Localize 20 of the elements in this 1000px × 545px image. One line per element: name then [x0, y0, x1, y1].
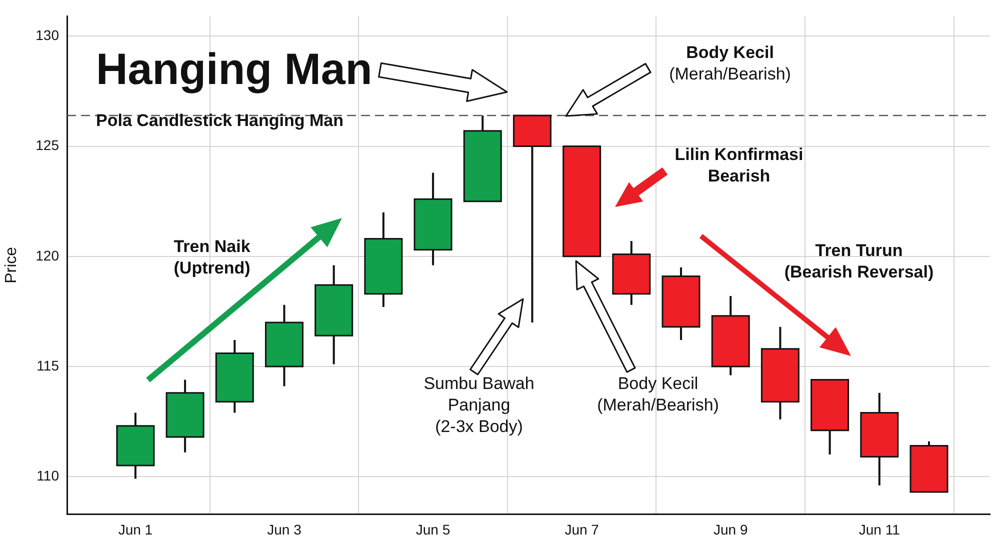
x-tick-label: Jun 5 [416, 521, 450, 538]
y-tick-label: 130 [36, 27, 60, 44]
annotation: Body Kecil (Merah/Bearish) [597, 374, 719, 414]
y-tick-label: 115 [36, 357, 60, 374]
annotation: Tren Turun (Bearish Reversal) [784, 241, 934, 282]
annotation: Lilin Konfirmasi Bearish [674, 145, 804, 186]
x-tick-label: Jun 9 [713, 521, 748, 538]
annotation: Tren Naik (Uptrend) [174, 237, 251, 278]
x-tick-label: Jun 1 [118, 521, 153, 538]
y-tick-label: 120 [36, 247, 60, 264]
x-tick-label: Jun 11 [858, 521, 900, 538]
annotation: Body Kecil (Merah/Bearish) [669, 43, 791, 84]
y-tick-label: 110 [36, 467, 60, 484]
y-tick-label: 125 [36, 137, 60, 154]
text: Pola Candlestick Hanging Man [96, 111, 344, 130]
annotation: Sumbu Bawah Panjang (2-3x Body) [424, 374, 534, 436]
y-axis-title: Price [3, 246, 20, 284]
x-tick-label: Jun 7 [564, 521, 600, 538]
text: Hanging Man [96, 45, 372, 94]
x-tick-label: Jun 3 [267, 521, 302, 538]
